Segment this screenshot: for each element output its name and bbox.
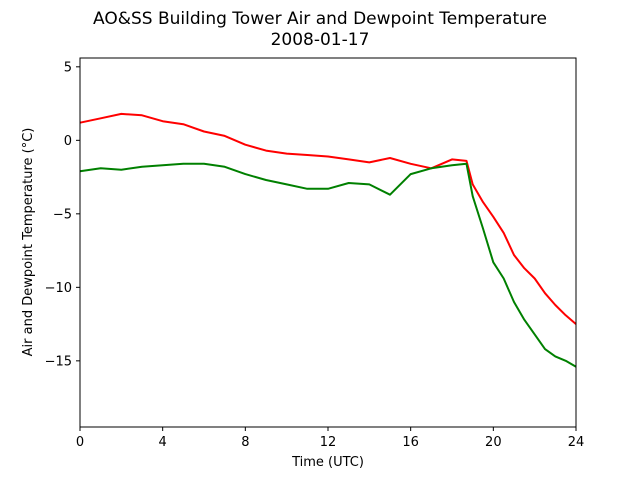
- y-tick-label: 0: [64, 134, 72, 149]
- x-tick-label: 16: [402, 435, 419, 450]
- tick-layer: 0 4 8 12 16 20 24 5 0 −5 −10 −15: [45, 60, 585, 450]
- y-tick-label: −5: [53, 207, 72, 222]
- x-axis-label: Time (UTC): [291, 455, 364, 470]
- dewpoint-temperature-line: [79, 162, 577, 368]
- air-temperature-line: [79, 112, 577, 325]
- y-tick-label: −10: [45, 281, 72, 296]
- chart-subtitle: 2008-01-17: [271, 30, 370, 50]
- x-tick-label: 24: [568, 435, 585, 450]
- x-tick-label: 0: [76, 435, 84, 450]
- series-layer: [79, 112, 577, 368]
- x-tick-label: 8: [241, 435, 249, 450]
- chart-title: AO&SS Building Tower Air and Dewpoint Te…: [93, 9, 547, 29]
- x-tick-label: 4: [159, 435, 167, 450]
- y-axis-label: Air and Dewpoint Temperature (°C): [21, 128, 36, 357]
- plot-frame: [79, 57, 577, 428]
- y-tick-label: −15: [45, 354, 72, 369]
- x-tick-label: 20: [485, 435, 502, 450]
- y-tick-label: 5: [64, 60, 72, 75]
- x-tick-label: 12: [320, 435, 337, 450]
